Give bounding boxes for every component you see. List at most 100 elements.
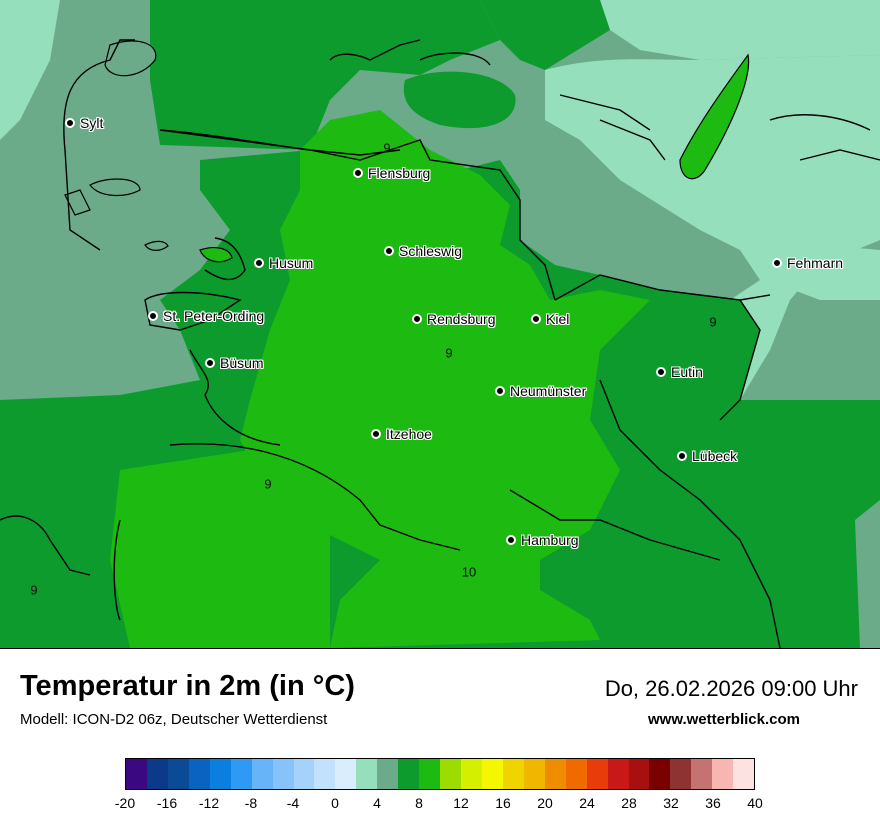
legend-swatch: [440, 759, 461, 789]
legend-tick-label: -8: [244, 795, 258, 811]
fehmarn-island: [765, 247, 880, 300]
coastlines: [0, 39, 880, 648]
legend-tick-label: 36: [705, 795, 721, 811]
legend-swatch: [523, 759, 545, 789]
city-name: Schleswig: [399, 243, 463, 259]
city-marker: Büsum: [205, 355, 264, 371]
legend-tick-label: 16: [495, 795, 511, 811]
city-dot-icon: [353, 168, 363, 178]
sylt-north: [104, 40, 157, 77]
legend-swatch: [146, 759, 168, 789]
city-name: Büsum: [220, 355, 264, 371]
city-marker: Lübeck: [677, 448, 737, 464]
map-canvas: [0, 0, 880, 648]
city-dot-icon: [531, 314, 541, 324]
als-island: [403, 71, 516, 129]
legend-swatch: [649, 759, 671, 789]
city-name: Flensburg: [368, 165, 431, 181]
pellworm-island: [199, 247, 233, 263]
legend-swatch: [230, 759, 252, 789]
city-dot-icon: [412, 314, 422, 324]
map-title: Temperatur in 2m (in °C): [20, 670, 355, 702]
legend-swatch: [670, 759, 692, 789]
land-mid-green: [240, 110, 650, 648]
legend-swatch: [733, 759, 755, 789]
legend-swatch: [335, 759, 357, 789]
city-marker: Schleswig: [384, 243, 462, 259]
legend-swatch: [481, 759, 503, 789]
legend-tick-label: 8: [415, 795, 423, 811]
legend-tick-label: -16: [156, 795, 178, 811]
legend-swatch: [377, 759, 399, 789]
legend-ticks: -20 -16 -12 -8 -4 0 4 8 12 16 20 24 28 32 36 40: [115, 795, 763, 815]
legend-swatch: [502, 759, 524, 789]
amrum-island: [64, 189, 91, 216]
city-marker: Sylt: [65, 115, 103, 131]
city-marker: Fehmarn: [772, 255, 843, 271]
city-dot-icon: [254, 258, 264, 268]
legend-swatch: [461, 759, 482, 789]
city-name: Rendsburg: [427, 311, 496, 327]
city-name: Fehmarn: [787, 255, 844, 271]
baltic-light-water-north: [600, 0, 880, 60]
legend-swatch: [712, 759, 734, 789]
city-name: Hamburg: [521, 532, 579, 548]
land-east: [760, 400, 880, 648]
model-info: Modell: ICON-D2 06z, Deutscher Wetterdie…: [20, 711, 328, 728]
legend-tick-label: 12: [453, 795, 469, 811]
baltic-light-water: [545, 55, 880, 400]
city-dot-icon: [772, 258, 782, 268]
color-legend: [125, 758, 755, 790]
legend-tick-label: 20: [537, 795, 553, 811]
legend-swatch: [293, 759, 315, 789]
isoline-label: 9: [264, 476, 272, 492]
city-dot-icon: [65, 118, 75, 128]
legend-swatch: [544, 759, 566, 789]
langeland-island: [679, 53, 750, 180]
site-url[interactable]: www.wetterblick.com: [648, 711, 800, 728]
isoline-label: 9: [445, 345, 453, 361]
legend-swatch: [209, 759, 231, 789]
land-mid-green-west: [110, 450, 330, 648]
legend-tick-label: -12: [198, 795, 220, 811]
city-dot-icon: [371, 429, 381, 439]
city-dot-icon: [677, 451, 687, 461]
city-name: St. Peter-Ording: [163, 308, 265, 324]
city-name: Itzehoe: [386, 426, 432, 442]
hallig-island: [144, 240, 169, 251]
isoline-label: 9: [383, 140, 391, 156]
legend-swatch: [188, 759, 210, 789]
foehr-island: [89, 178, 141, 196]
legend-swatch: [628, 759, 650, 789]
city-dot-icon: [205, 358, 215, 368]
city-dot-icon: [656, 367, 666, 377]
city-name: Lübeck: [692, 448, 738, 464]
legend-swatch: [586, 759, 608, 789]
city-name: Husum: [269, 255, 314, 271]
legend-swatch: [565, 759, 587, 789]
legend-swatch: [356, 759, 378, 789]
city-dot-icon: [506, 535, 516, 545]
city-marker: Flensburg: [353, 165, 430, 181]
legend-swatch: [167, 759, 189, 789]
legend-swatch: [272, 759, 294, 789]
legend-tick-label: 24: [579, 795, 595, 811]
legend-swatch: [126, 759, 147, 789]
legend-tick-label: 28: [621, 795, 637, 811]
city-marker: Kiel: [531, 311, 569, 327]
city-dot-icon: [148, 311, 158, 321]
legend-swatch: [251, 759, 273, 789]
legend-tick-label: 4: [373, 795, 381, 811]
city-dot-icon: [384, 246, 394, 256]
forecast-datetime: Do, 26.02.2026 09:00 Uhr: [604, 676, 858, 701]
legend-swatch: [691, 759, 713, 789]
denmark-land: [150, 0, 500, 150]
denmark-land-east: [480, 0, 610, 70]
temperature-map: Sylt Flensburg Husum Schleswig St. Peter-Ord…: [0, 0, 880, 649]
legend-tick-label: 40: [747, 795, 763, 811]
city-name: Neumünster: [510, 383, 587, 399]
legend-swatch: [398, 759, 420, 789]
legend-tick-label: -4: [286, 795, 300, 811]
north-sea-light: [0, 0, 60, 140]
legend-swatch: [607, 759, 629, 789]
